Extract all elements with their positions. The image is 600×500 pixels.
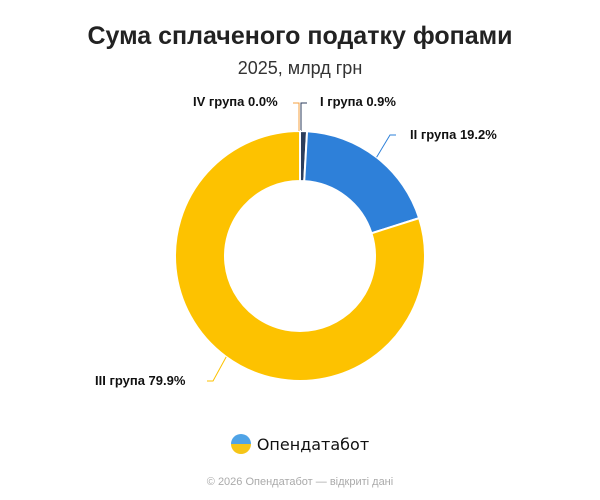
brand: Опендатабот	[0, 434, 600, 454]
slice-label: I група 0.9%	[320, 94, 396, 109]
chart-subtitle: 2025, млрд грн	[237, 58, 363, 78]
brand-name: Опендатабот	[256, 434, 370, 454]
slice-label: IV група 0.0%	[193, 94, 278, 109]
opendatabot-logo-icon	[230, 434, 251, 454]
donut-slice	[174, 129, 426, 382]
slice-label: III група 79.9%	[95, 373, 186, 388]
footer: © 2026 Опендатабот — відкриті дані	[206, 476, 394, 488]
leader-line	[300, 102, 307, 131]
donut-slice	[303, 130, 421, 235]
leader-line	[293, 102, 300, 131]
leader-line	[376, 134, 396, 158]
leader-line	[207, 356, 227, 382]
slice-label: II група 19.2%	[410, 127, 497, 142]
chart-title: Сума сплаченого податку фопами	[87, 22, 513, 50]
